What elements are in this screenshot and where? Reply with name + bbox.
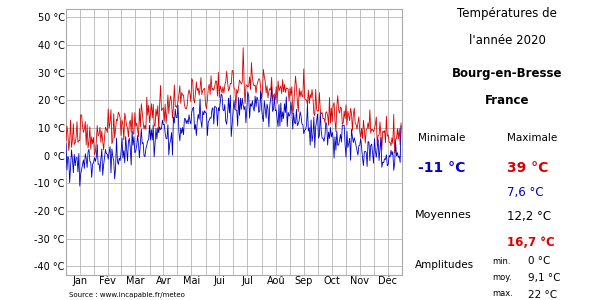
Text: min.: min. (492, 256, 511, 266)
Text: 7,6 °C: 7,6 °C (507, 186, 544, 199)
Text: France: France (485, 94, 529, 107)
Text: 0 °C: 0 °C (528, 256, 550, 266)
Text: Amplitudes: Amplitudes (415, 260, 475, 269)
Text: moy.: moy. (492, 273, 512, 282)
Text: l'année 2020: l'année 2020 (469, 34, 545, 47)
Text: 9,1 °C: 9,1 °C (528, 273, 560, 283)
Text: 22 °C: 22 °C (528, 290, 557, 299)
Text: Minimale: Minimale (418, 134, 466, 143)
Text: -11 °C: -11 °C (418, 160, 466, 175)
Text: Températures de: Températures de (457, 8, 557, 20)
Text: 16,7 °C: 16,7 °C (507, 236, 555, 248)
Text: Source : www.incapable.fr/meteo: Source : www.incapable.fr/meteo (69, 292, 185, 298)
Text: 39 °C: 39 °C (507, 160, 548, 175)
Text: Maximale: Maximale (507, 134, 557, 143)
Text: 12,2 °C: 12,2 °C (507, 210, 551, 223)
Text: max.: max. (492, 290, 513, 298)
Text: Bourg-en-Bresse: Bourg-en-Bresse (452, 68, 562, 80)
Text: Moyennes: Moyennes (415, 210, 472, 220)
